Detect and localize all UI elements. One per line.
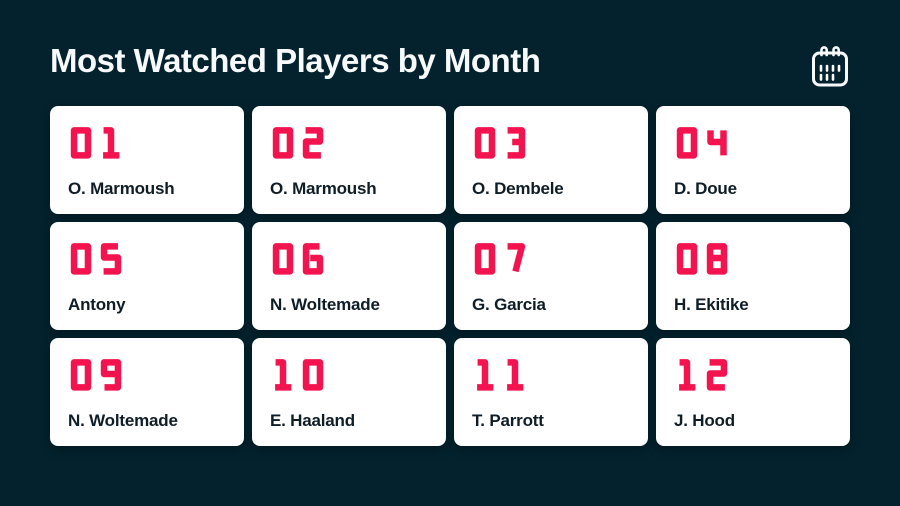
month-number	[68, 239, 226, 279]
month-card: O. Marmoush	[252, 106, 446, 214]
digit-2-glyph	[302, 127, 324, 159]
month-card: D. Doue	[656, 106, 850, 214]
player-name: N. Woltemade	[68, 411, 178, 430]
digit-0-glyph	[272, 127, 294, 159]
month-number	[674, 239, 832, 279]
month-card: N. Woltemade	[50, 338, 244, 446]
digit-1-glyph	[507, 359, 524, 391]
month-card: O. Dembele	[454, 106, 648, 214]
digit-1-glyph	[679, 359, 696, 391]
month-number	[270, 123, 428, 163]
month-number	[674, 355, 832, 395]
player-name: T. Parrott	[472, 411, 544, 430]
player-name: Antony	[68, 295, 126, 314]
calendar-icon	[810, 44, 850, 95]
month-number	[68, 355, 226, 395]
player-name: E. Haaland	[270, 411, 355, 430]
player-name: G. Garcia	[472, 295, 546, 314]
months-grid: O. Marmoush O. Marmoush O. Dembele D. Do…	[50, 106, 850, 446]
player-name: O. Marmoush	[270, 179, 377, 198]
digit-4-glyph	[707, 130, 727, 156]
player-name: H. Ekitike	[674, 295, 749, 314]
digit-1-glyph	[275, 359, 292, 391]
month-card: E. Haaland	[252, 338, 446, 446]
digit-7-glyph	[507, 243, 526, 273]
digit-5-glyph	[100, 243, 122, 275]
digit-0-glyph	[676, 243, 698, 275]
digit-0-glyph	[70, 359, 92, 391]
month-number	[472, 123, 630, 163]
digit-0-glyph	[474, 243, 496, 275]
month-card: N. Woltemade	[252, 222, 446, 330]
header: Most Watched Players by Month	[50, 42, 850, 106]
month-card: G. Garcia	[454, 222, 648, 330]
player-name: N. Woltemade	[270, 295, 380, 314]
month-card: O. Marmoush	[50, 106, 244, 214]
digit-2-glyph	[706, 359, 728, 391]
month-number	[68, 123, 226, 163]
digit-3-glyph	[507, 127, 526, 159]
digit-0-glyph	[302, 359, 324, 391]
player-name: J. Hood	[674, 411, 735, 430]
digit-1-glyph	[103, 127, 120, 159]
month-card: Antony	[50, 222, 244, 330]
month-number	[270, 355, 428, 395]
month-card: T. Parrott	[454, 338, 648, 446]
digit-9-glyph	[100, 359, 122, 391]
digit-0-glyph	[474, 127, 496, 159]
month-number	[472, 239, 630, 279]
digit-0-glyph	[70, 127, 92, 159]
month-number	[472, 355, 630, 395]
page-title: Most Watched Players by Month	[50, 42, 541, 79]
month-number	[674, 123, 832, 163]
digit-6-glyph	[302, 243, 324, 275]
digit-0-glyph	[272, 243, 294, 275]
digit-0-glyph	[70, 243, 92, 275]
digit-8-glyph	[706, 243, 728, 275]
month-card: H. Ekitike	[656, 222, 850, 330]
digit-0-glyph	[676, 127, 698, 159]
month-number	[270, 239, 428, 279]
digit-1-glyph	[477, 359, 494, 391]
month-card: J. Hood	[656, 338, 850, 446]
player-name: D. Doue	[674, 179, 737, 198]
player-name: O. Dembele	[472, 179, 564, 198]
player-name: O. Marmoush	[68, 179, 175, 198]
